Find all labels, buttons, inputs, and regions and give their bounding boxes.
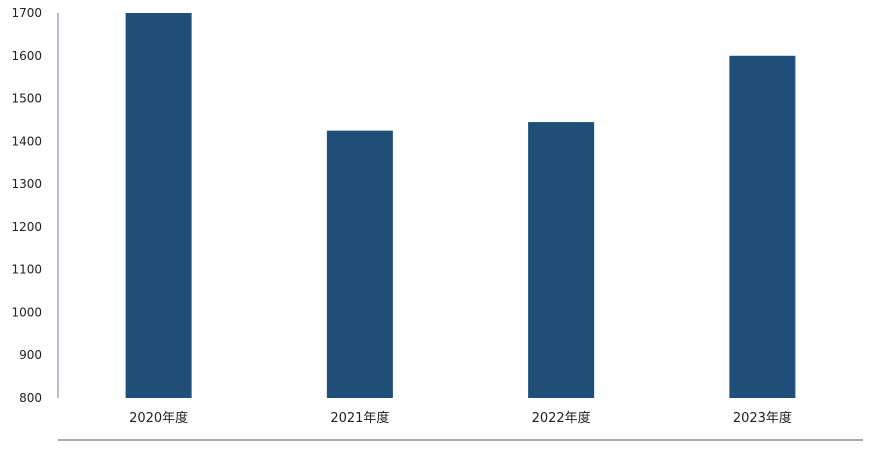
y-tick-label: 1000 — [11, 305, 42, 319]
y-tick-label: 1300 — [11, 177, 42, 191]
y-tick-label: 1700 — [11, 6, 42, 20]
bar-2023年度 — [729, 55, 796, 399]
bar-2022年度 — [528, 122, 595, 398]
bars — [125, 13, 796, 399]
y-tick-label: 1400 — [11, 134, 42, 148]
x-tick-label: 2021年度 — [330, 410, 389, 426]
y-tick-label: 1200 — [11, 220, 42, 234]
x-axis-ticks: 2020年度 2021年度 2022年度 2023年度 — [129, 410, 792, 426]
y-tick-label: 800 — [19, 391, 42, 405]
bar-2020年度 — [125, 13, 192, 398]
y-tick-label: 1500 — [11, 92, 42, 106]
y-tick-label: 1100 — [11, 263, 42, 277]
y-tick-label: 900 — [19, 348, 42, 362]
bar-2021年度 — [326, 130, 393, 398]
x-tick-label: 2023年度 — [733, 410, 792, 426]
x-tick-label: 2022年度 — [532, 410, 591, 426]
y-axis-ticks: 800 900 1000 1100 1200 1300 1400 1500 1600 1700 — [11, 6, 42, 405]
x-tick-label: 2020年度 — [129, 410, 188, 426]
y-tick-label: 1600 — [11, 49, 42, 63]
